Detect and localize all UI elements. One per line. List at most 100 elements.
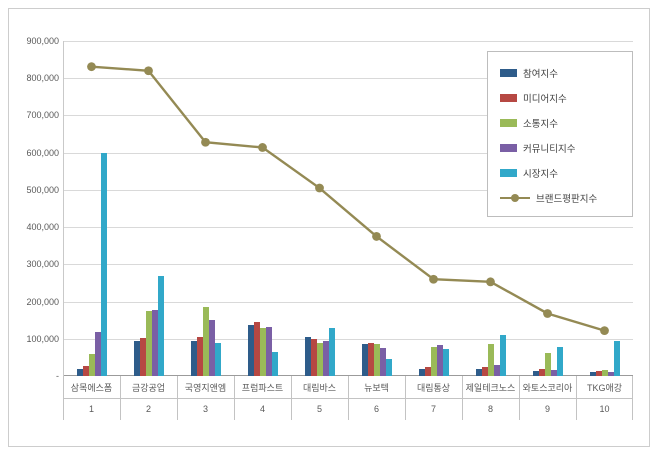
x-category-label: 대림통상 bbox=[416, 382, 451, 393]
legend-item: 커뮤니티지수 bbox=[500, 135, 628, 160]
bar-group bbox=[63, 41, 120, 376]
x-category-number: 10 bbox=[599, 404, 610, 414]
x-axis-line bbox=[63, 375, 633, 376]
gridline bbox=[63, 189, 633, 191]
legend-item-label: 소통지수 bbox=[523, 118, 558, 130]
y-axis-tick-label: 600,000 bbox=[26, 147, 59, 158]
x-category-number: 9 bbox=[544, 404, 550, 414]
legend-item: 미디어지수 bbox=[500, 85, 628, 110]
bars-row bbox=[63, 41, 633, 376]
bar bbox=[151, 309, 158, 376]
bar bbox=[322, 341, 329, 376]
bar bbox=[361, 344, 368, 376]
y-axis: - 100,000 200,000 300,000 400,000 500,000 600,… bbox=[9, 36, 59, 381]
bar bbox=[259, 328, 266, 376]
bar-group bbox=[576, 41, 633, 376]
gridline bbox=[63, 115, 633, 117]
bar bbox=[538, 369, 545, 376]
x-category-number: 2 bbox=[145, 404, 151, 414]
bar bbox=[487, 344, 494, 376]
legend-item: 브랜드평판지수 bbox=[500, 185, 628, 210]
line-marker bbox=[144, 66, 153, 76]
bar-group bbox=[348, 41, 405, 376]
legend-swatch bbox=[500, 168, 517, 177]
legend-item-label: 브랜드평판지수 bbox=[536, 193, 598, 205]
bar bbox=[190, 341, 197, 376]
x-category-label: TKG애강 bbox=[586, 382, 623, 393]
bar bbox=[595, 371, 602, 376]
x-category-number: 7 bbox=[430, 404, 436, 414]
legend-item: 시장지수 bbox=[500, 160, 628, 185]
bar bbox=[100, 152, 107, 376]
x-axis-names: 삼목에스폼 금강공업 국영지앤엠 프럼파스트 대림바스 뉴보텍 대림통상 제일테크노스 와토스코… bbox=[63, 376, 633, 398]
bar bbox=[493, 364, 500, 376]
line-marker bbox=[258, 143, 267, 152]
bar bbox=[385, 359, 392, 376]
bar-group bbox=[462, 41, 519, 376]
bar bbox=[532, 371, 539, 376]
bar bbox=[550, 370, 557, 376]
x-category-label: 제일테크노스 bbox=[465, 382, 516, 393]
legend-item: 참여지수 bbox=[500, 60, 628, 85]
legend-item-label: 시장지수 bbox=[523, 168, 558, 180]
x-category-label: 대림바스 bbox=[302, 382, 337, 393]
gridline bbox=[63, 301, 633, 303]
x-category-number: 3 bbox=[202, 404, 208, 414]
bar bbox=[133, 341, 140, 376]
y-axis-tick-label: 400,000 bbox=[26, 222, 59, 233]
bar-group bbox=[177, 41, 234, 376]
bar bbox=[475, 369, 482, 376]
line-marker bbox=[201, 137, 210, 147]
bar-group bbox=[120, 41, 177, 376]
y-axis-tick-label: 500,000 bbox=[26, 184, 59, 195]
line-marker bbox=[543, 309, 552, 318]
x-category-label: 삼목에스폼 bbox=[70, 382, 113, 393]
bar bbox=[373, 344, 380, 376]
bar bbox=[196, 337, 203, 376]
legend-line-swatch bbox=[500, 193, 530, 202]
gridline bbox=[63, 338, 633, 340]
bar bbox=[418, 368, 425, 376]
legend-swatch bbox=[500, 93, 517, 102]
gridline bbox=[63, 264, 633, 266]
bar bbox=[88, 354, 95, 376]
x-category-number: 1 bbox=[88, 404, 94, 414]
gridline bbox=[63, 152, 633, 154]
legend-swatch bbox=[500, 118, 517, 127]
bar bbox=[316, 343, 323, 376]
legend-item-label: 커뮤니티지수 bbox=[523, 143, 576, 155]
bar bbox=[214, 342, 221, 376]
legend-item: 소통지수 bbox=[500, 110, 628, 135]
y-axis-line bbox=[63, 41, 64, 376]
bar bbox=[157, 276, 164, 376]
y-axis-tick-label: 300,000 bbox=[26, 259, 59, 270]
bar bbox=[481, 366, 488, 376]
bar bbox=[265, 326, 272, 376]
legend-swatch bbox=[500, 68, 517, 77]
x-category-label: 국영지앤엠 bbox=[184, 382, 227, 393]
gridline bbox=[63, 78, 633, 80]
bar bbox=[247, 324, 254, 376]
bar bbox=[94, 332, 101, 376]
x-axis-numbers: 1 2 3 4 5 6 7 8 9 10 bbox=[63, 398, 633, 420]
bar-group bbox=[405, 41, 462, 376]
bar bbox=[442, 348, 449, 376]
bar-group bbox=[519, 41, 576, 376]
y-axis-tick-label: 100,000 bbox=[26, 333, 59, 344]
bar bbox=[253, 322, 260, 376]
line-marker bbox=[315, 183, 324, 193]
x-category-label: 프럼파스트 bbox=[241, 382, 284, 393]
bar bbox=[76, 369, 83, 376]
line-marker bbox=[372, 232, 381, 241]
x-category-label: 금강공업 bbox=[131, 382, 166, 393]
x-category-number: 6 bbox=[373, 404, 379, 414]
bar bbox=[430, 346, 437, 376]
y-axis-tick-label: 900,000 bbox=[26, 36, 59, 46]
bar-group bbox=[291, 41, 348, 376]
gridline bbox=[63, 41, 633, 42]
bar bbox=[139, 337, 146, 376]
y-axis-tick-label: 700,000 bbox=[26, 110, 59, 121]
y-axis-tick-label: 800,000 bbox=[26, 73, 59, 84]
